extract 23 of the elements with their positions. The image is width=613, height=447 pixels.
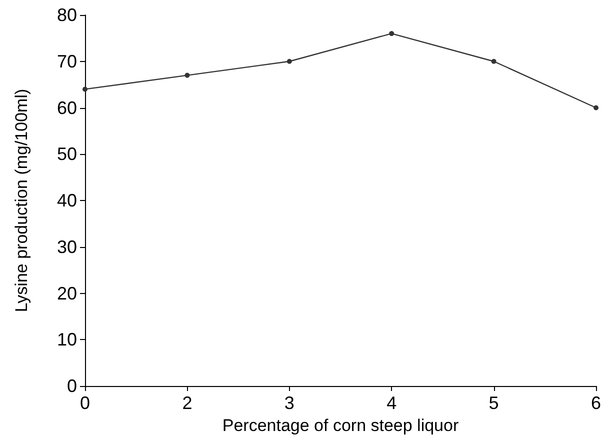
x-tick-label: 2 — [182, 393, 192, 413]
point — [491, 58, 496, 64]
x-tick-label: 5 — [488, 393, 499, 413]
x-tick-label: 4 — [386, 393, 397, 413]
y-tick-label: 40 — [56, 190, 77, 210]
y-tick-label: 80 — [56, 5, 77, 25]
y-axis-title: Lysine production (mg/100ml) — [12, 88, 31, 312]
x-tick-label: 6 — [590, 393, 602, 413]
point — [184, 72, 190, 78]
y-tick-label: 70 — [56, 51, 77, 72]
x-tick-label: 3 — [284, 393, 294, 413]
x-axis-title: Percentage of corn steep liquor — [222, 416, 459, 435]
y-tick-label: 30 — [56, 236, 77, 257]
y-tick-label: 0 — [66, 376, 77, 396]
x-tick-label: 0 — [80, 393, 90, 413]
y-tick-label: 20 — [56, 283, 77, 304]
point — [286, 58, 292, 64]
y-tick-label: 10 — [56, 330, 77, 350]
y-tick-label: 50 — [56, 144, 77, 164]
point — [82, 86, 88, 92]
y-tick-label: 60 — [56, 98, 77, 118]
point — [389, 31, 394, 36]
point — [594, 105, 598, 110]
